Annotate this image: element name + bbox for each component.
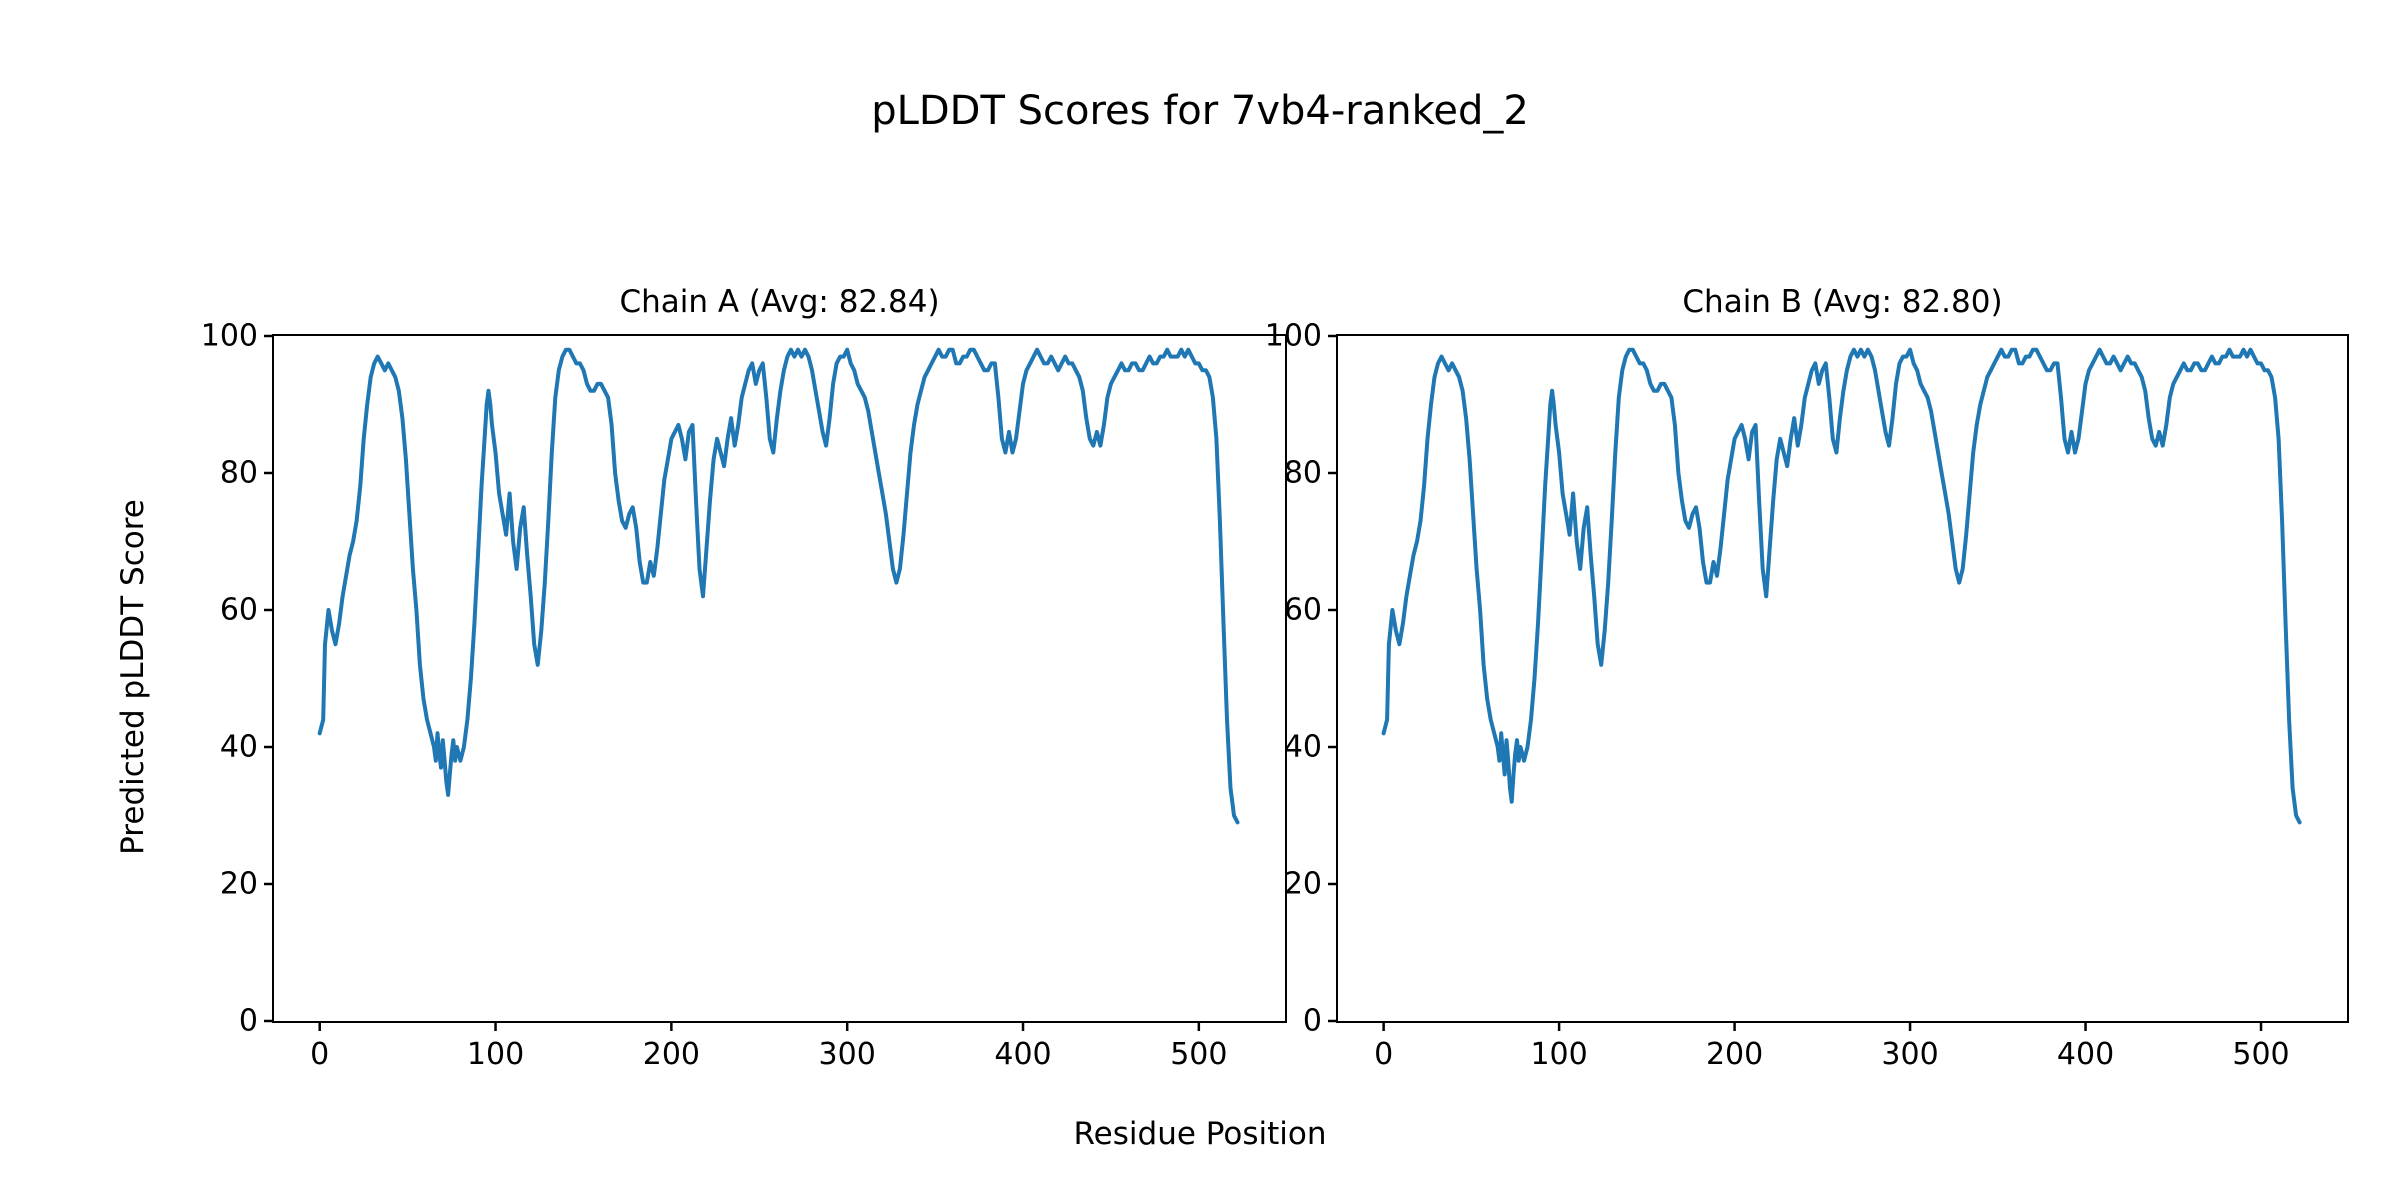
x-tick-label: 200 [642,1037,700,1072]
x-tick-label: 0 [310,1037,330,1072]
x-tick-label: 300 [818,1037,876,1072]
y-tick-label: 40 [1283,729,1322,765]
chain-b-title: Chain B (Avg: 82.80) [1682,284,2003,320]
chain-a-plot: Chain A (Avg: 82.84) 0 100 200 300 400 500 0 20… [201,284,1287,1072]
x-tick-label: 500 [1170,1037,1228,1072]
chain-b-line-chart [1328,334,2302,1031]
x-axis-label: Residue Position [1073,1116,1327,1152]
y-tick-label: 100 [1264,318,1322,354]
y-tick-label: 20 [1283,866,1322,902]
plddt-line [1381,347,2302,825]
chain-a-line-chart [264,334,1240,1031]
x-tick-label: 400 [2056,1037,2115,1072]
y-tick-label: 40 [219,729,258,765]
y-tick-label: 60 [219,592,258,628]
y-tick-label: 0 [238,1003,258,1039]
y-tick-label: 100 [200,318,258,354]
y-tick-label: 80 [1283,455,1322,491]
y-tick-label: 0 [1302,1003,1322,1039]
x-tick-label: 100 [1530,1037,1588,1072]
y-tick-label: 80 [219,455,258,491]
x-tick-label: 100 [466,1037,525,1072]
chain-b-plot: Chain B (Avg: 82.80) 0 100 200 300 400 500 0 20… [1265,284,2349,1072]
x-tick-label: 300 [1881,1037,1939,1072]
figure-title: pLDDT Scores for 7vb4-ranked_2 [871,88,1529,134]
x-tick-label: 400 [994,1037,1052,1072]
x-tick-label: 0 [1374,1037,1394,1072]
chain-a-title: Chain A (Avg: 82.84) [619,284,940,320]
x-tick-label: 500 [2232,1037,2290,1072]
x-tick-label: 200 [1705,1037,1764,1072]
y-tick-label: 60 [1283,592,1322,628]
plddt-line [317,347,1240,825]
y-axis-label: Predicted pLDDT Score [115,499,151,855]
y-tick-label: 20 [219,866,258,902]
